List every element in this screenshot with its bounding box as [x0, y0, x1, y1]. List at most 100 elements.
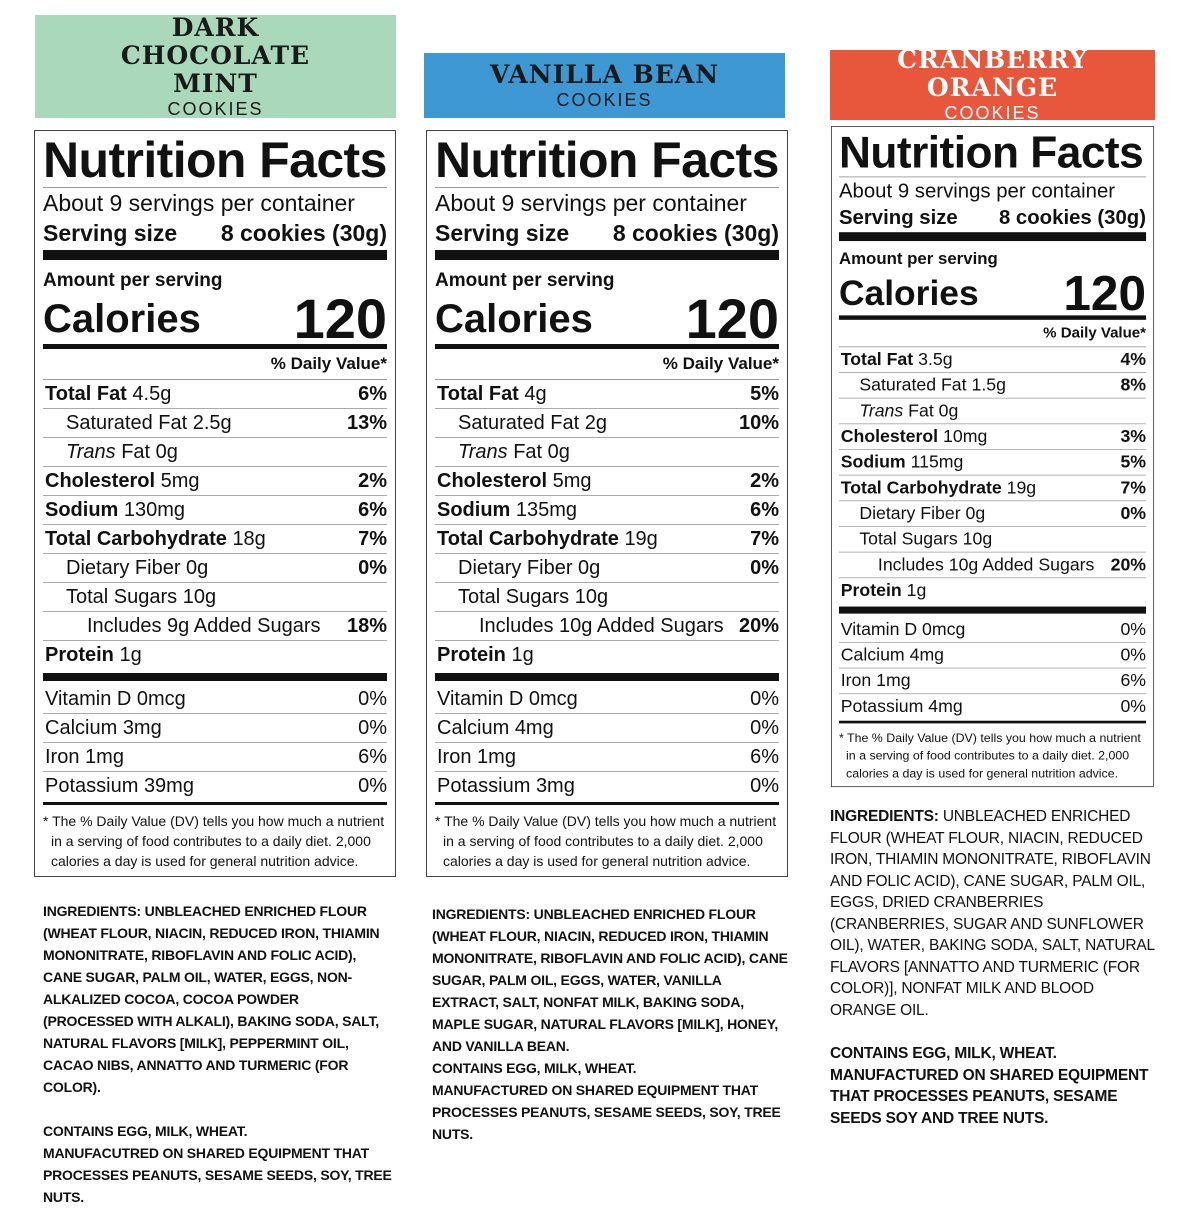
divider	[838, 720, 1147, 724]
nutrient: Saturated Fat 1.5g	[839, 375, 1006, 395]
product-header: VANILLA BEAN COOKIES	[424, 53, 785, 118]
vitamin-row: Calcium 4mg 0%	[435, 714, 779, 743]
vitamin-name: Iron	[437, 745, 472, 768]
allergens: CONTAINS EGG, MILK, WHEAT.	[432, 1060, 637, 1076]
serving-size-value: 8 cookies (30g)	[612, 220, 779, 246]
nutrient-name: Cholesterol	[45, 469, 156, 492]
nutrient: Saturated Fat 2g	[435, 412, 607, 435]
serving-size: Serving size 8 cookies (30g)	[435, 218, 779, 248]
nutrient: Trans Fat 0g	[435, 441, 570, 464]
nutrient-amount: 0g	[547, 440, 570, 463]
nutrient-dv: 0%	[750, 556, 779, 579]
nutrient-amount: 0g	[155, 440, 178, 463]
divider	[43, 673, 387, 681]
nutrient-dv: 2%	[750, 469, 779, 492]
vitamin-dv: 0%	[1120, 696, 1147, 716]
calories-row: Calories 120	[43, 291, 387, 347]
ingredients-label: INGREDIENTS:	[43, 903, 141, 919]
vitamin-name: Iron	[840, 670, 872, 691]
nutrient: Total Sugars 10g	[43, 586, 216, 609]
divider	[838, 315, 1147, 320]
nutrient: Dietary Fiber 0g	[43, 557, 208, 580]
nutrient: Cholesterol 5mg	[43, 470, 200, 493]
vitamins: Vitamin D 0mcg 0% Calcium 4mg 0% Iron 1mg 6% P…	[435, 685, 779, 800]
nutrient: Saturated Fat 2.5g	[43, 412, 232, 435]
nutrient-row: Sodium 130mg 6%	[43, 496, 387, 525]
calories-label: Calories	[838, 273, 979, 313]
vitamin: Vitamin D 0mcg	[435, 688, 578, 711]
nutrient-amount: 18g	[232, 527, 266, 550]
nutrient-amount: 1.5g	[971, 375, 1006, 395]
label-title: Nutrition Facts	[838, 129, 1147, 178]
nutrient-name: Total Fat	[437, 382, 519, 405]
ingredients-label: INGREDIENTS:	[432, 906, 530, 922]
footnote: * The % Daily Value (DV) tells you how m…	[838, 730, 1141, 781]
nutrient: Trans Fat 0g	[43, 441, 178, 464]
facility-warning: MANUFACTURED ON SHARED EQUIPMENT THAT PR…	[432, 1082, 781, 1142]
nutrient-amount: 10g	[962, 529, 993, 549]
nutrient-row: Sodium 115mg 5%	[838, 450, 1147, 476]
nutrient-dv: 8%	[1120, 375, 1147, 395]
vitamins: Vitamin D 0mcg 0% Calcium 3mg 0% Iron 1mg 6% P…	[43, 685, 387, 800]
servings: About 9 servings per container	[43, 190, 355, 216]
ingredients: INGREDIENTS: UNBLEACHED ENRICHED FLOUR (…	[830, 806, 1155, 1129]
vitamin-dv: 0%	[1120, 619, 1147, 639]
calories-row: Calories 120	[838, 268, 1146, 318]
ingredients: INGREDIENTS: UNBLEACHED ENRICHED FLOUR (…	[432, 903, 790, 1145]
nutrient-amount: 0g	[938, 400, 959, 421]
nutrition-label: Nutrition Facts About 9 servings per cont…	[34, 130, 396, 877]
vitamin-amount: 1mg	[85, 745, 124, 768]
amount-per-serving: Amount per serving	[43, 270, 223, 291]
vitamin: Calcium 4mg	[435, 717, 554, 740]
nutrient-amount: 1g	[511, 643, 534, 666]
vitamin: Calcium 4mg	[839, 645, 944, 665]
dv-header: % Daily Value*	[43, 349, 387, 380]
nutrient-amount: 10mg	[943, 426, 988, 446]
footnote: * The % Daily Value (DV) tells you how m…	[43, 813, 385, 869]
nutrient-name-italic: Trans	[859, 400, 904, 421]
nutrient-amount: 19g	[624, 527, 658, 550]
nutrient-row: Dietary Fiber 0g 0%	[435, 554, 779, 583]
nutrient-dv: 3%	[1120, 426, 1147, 446]
vitamin: Potassium 4mg	[839, 696, 963, 716]
nutrient-row: Total Sugars 10g	[43, 583, 387, 612]
amount-per-serving: Amount per serving	[435, 270, 615, 291]
vitamin: Iron 1mg	[435, 746, 516, 769]
nutrient-name: Saturated Fat	[458, 411, 580, 434]
vitamin-dv: 0%	[750, 716, 779, 739]
allergens: CONTAINS EGG, MILK, WHEAT.	[830, 1045, 1057, 1062]
nutrient-row: Cholesterol 5mg 2%	[435, 467, 779, 496]
nutrient-row: Includes 10g Added Sugars 20%	[435, 612, 779, 641]
vitamin: Iron 1mg	[839, 671, 911, 691]
vitamin-amount: 3mg	[535, 774, 575, 797]
vitamin-name: Potassium	[437, 774, 531, 797]
vitamin: Potassium 39mg	[43, 775, 194, 798]
vitamin-amount: 0mcg	[528, 687, 578, 710]
vitamin-amount: 3mg	[122, 716, 162, 739]
nutrient-dv: 0%	[358, 556, 387, 579]
nutrient-amount: 0g	[578, 556, 601, 579]
ingredient-list: INGREDIENTS: UNBLEACHED ENRICHED FLOUR (…	[830, 806, 1155, 1021]
nutrient-row: Dietary Fiber 0g 0%	[838, 501, 1147, 527]
vitamin-amount: 1mg	[477, 745, 516, 768]
nutrient-row: Total Sugars 10g	[838, 527, 1147, 553]
divider	[43, 344, 387, 349]
ingredients-label: INGREDIENTS:	[830, 808, 939, 825]
nutrient-row: Trans Fat 0g	[43, 438, 387, 467]
nutrient-amount: 130mg	[123, 498, 186, 521]
vitamin-dv: 6%	[750, 745, 779, 768]
nutrient: Total Fat 3.5g	[839, 349, 953, 369]
nutrient-name: Dietary Fiber	[66, 556, 181, 579]
vitamin-name: Iron	[45, 745, 80, 768]
nutrient-dv: 20%	[1110, 554, 1147, 575]
nutrient: Dietary Fiber 0g	[839, 503, 985, 523]
nutrient-row: Total Carbohydrate 19g 7%	[435, 525, 779, 554]
nutrient-row: Includes 9g Added Sugars 18%	[43, 612, 387, 641]
vitamin-name: Vitamin D	[45, 687, 132, 710]
nutrient: Cholesterol 5mg	[435, 470, 592, 493]
vitamin-dv: 6%	[358, 745, 387, 768]
vitamin-dv: 6%	[1120, 670, 1147, 691]
vitamin-name: Calcium	[45, 716, 118, 739]
nutrient: Includes 10g Added Sugars	[839, 555, 1095, 575]
vitamin: Calcium 3mg	[43, 717, 162, 740]
